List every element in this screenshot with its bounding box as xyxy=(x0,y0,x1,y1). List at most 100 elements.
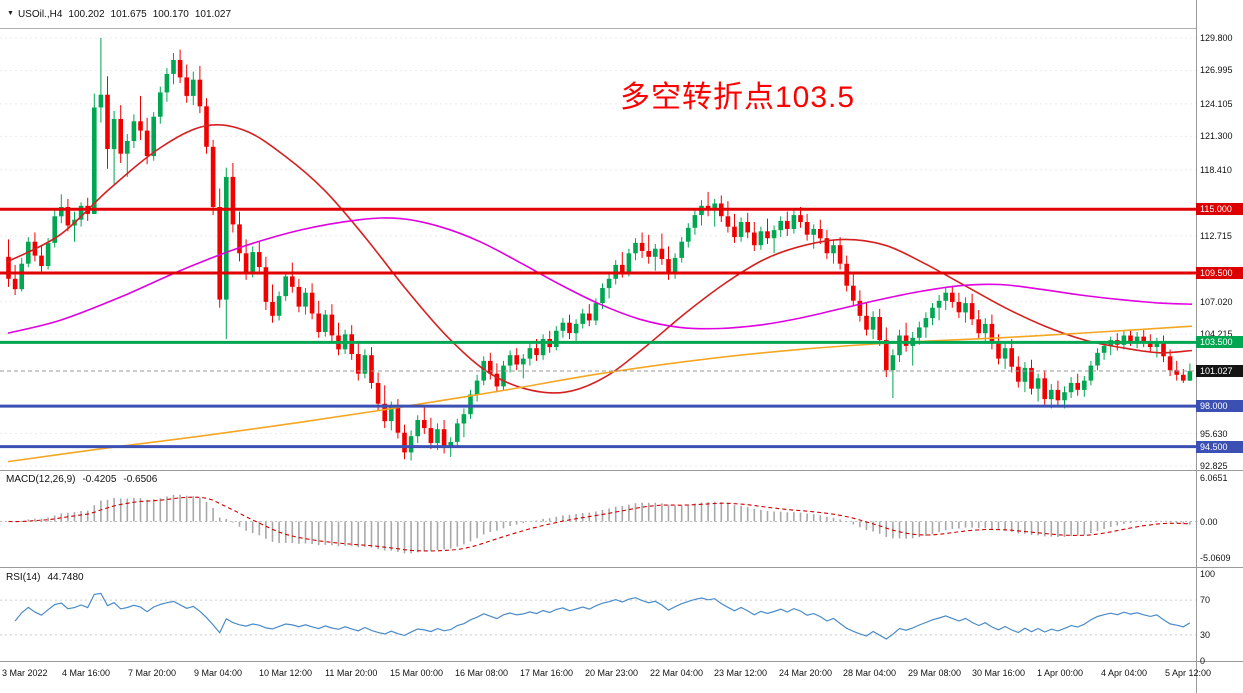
candle-body xyxy=(791,215,797,229)
candle-body xyxy=(1128,335,1133,342)
candle-body xyxy=(1187,371,1193,381)
candle-body xyxy=(653,248,658,257)
candle-body xyxy=(666,259,671,275)
candle-body xyxy=(593,303,599,321)
candle-body xyxy=(237,224,242,254)
candle-body xyxy=(349,334,354,354)
candle-body xyxy=(19,263,24,290)
candle-body xyxy=(963,303,968,313)
time-axis-label: 23 Mar 12:00 xyxy=(714,668,768,678)
candle-body xyxy=(1101,345,1107,353)
candle-body xyxy=(1095,352,1100,366)
candle-body xyxy=(1075,382,1080,390)
time-axis-label: 4 Mar 16:00 xyxy=(62,668,111,678)
candle-body xyxy=(778,220,783,231)
candle-body xyxy=(996,343,1001,359)
candle-body xyxy=(309,292,315,314)
chart-annotation[interactable]: 多空转折点103.5 xyxy=(620,81,856,114)
candle-body xyxy=(250,252,255,272)
candle-body xyxy=(52,216,57,243)
price-tick-label: 129.800 xyxy=(1200,33,1233,43)
macd-name: MACD(12,26,9) xyxy=(6,474,76,485)
candle-body xyxy=(646,251,651,257)
time-axis-label: 29 Mar 08:00 xyxy=(908,668,962,678)
ohlc-close: 101.027 xyxy=(194,9,232,20)
symbol-period-label: USOil.,H4 xyxy=(17,9,63,20)
price-gridlines xyxy=(0,37,1196,467)
rsi-name: RSI(14) xyxy=(6,572,41,583)
candle-body xyxy=(877,317,882,341)
candle-body xyxy=(1035,378,1041,389)
candles-series xyxy=(6,38,1193,461)
macd-main-value: -0.4205 xyxy=(82,474,117,485)
candle-body xyxy=(738,222,744,237)
price-tick-label: 92.825 xyxy=(1200,461,1228,471)
time-axis[interactable]: 3 Mar 2022 4 Mar 16:00 7 Mar 20:00 9 Mar 04… xyxy=(0,662,1211,693)
candle-body xyxy=(567,322,572,334)
candle-body xyxy=(224,176,229,300)
candle-body xyxy=(435,429,440,444)
time-axis-label: 17 Mar 16:00 xyxy=(520,668,574,678)
candle-body xyxy=(356,354,361,374)
candle-body xyxy=(1055,389,1061,401)
candle-body xyxy=(323,314,328,332)
candle-body xyxy=(191,79,196,96)
ohlc-open: 100.202 xyxy=(68,9,105,20)
candle-body xyxy=(39,255,44,266)
rsi-axis-label: 0 xyxy=(1200,656,1206,666)
candle-body xyxy=(573,323,579,334)
rsi-indicator-label: RSI(14) 44.7480 xyxy=(6,572,91,583)
macd-signal-line xyxy=(8,496,1190,552)
candle-body xyxy=(316,313,321,332)
macd-histogram xyxy=(14,494,1191,554)
candle-body xyxy=(243,253,249,272)
candle-body xyxy=(798,215,803,222)
time-axis-label: 11 Mar 20:00 xyxy=(325,668,378,678)
chart-marker-icon: ▼ xyxy=(7,10,14,17)
candle-body xyxy=(78,205,84,220)
candle-body xyxy=(488,360,493,374)
candle-body xyxy=(296,286,302,307)
candle-body xyxy=(818,229,823,239)
price-axis[interactable]: 129.800 126.995 124.105 121.300 118.410 112.7… xyxy=(1196,0,1243,693)
candle-body xyxy=(1002,348,1008,359)
candle-body xyxy=(1029,367,1034,389)
candle-body xyxy=(65,207,71,226)
candle-body xyxy=(1167,356,1173,371)
candle-body xyxy=(626,253,632,272)
candle-body xyxy=(164,73,170,93)
price-tick-label: 121.300 xyxy=(1200,131,1233,141)
candle-body xyxy=(501,365,506,387)
candle-body xyxy=(59,207,64,217)
candle-body xyxy=(1049,389,1054,400)
candle-body xyxy=(1082,380,1087,390)
candle-body xyxy=(1121,335,1127,345)
rsi-axis-label: 30 xyxy=(1200,630,1211,640)
candle-body xyxy=(930,307,935,319)
candle-body xyxy=(263,267,269,302)
candle-body xyxy=(474,380,480,395)
candle-body xyxy=(131,121,137,141)
price-badge-109.500: 109.500 xyxy=(1196,267,1243,279)
candle-body xyxy=(1181,374,1186,381)
ma-slow-orange xyxy=(7,325,1193,463)
candle-body xyxy=(587,313,592,321)
macd-axis-label: 6.0651 xyxy=(1200,473,1228,483)
time-axis-label: 22 Mar 04:00 xyxy=(650,668,704,678)
price-badge-98.000: 98.000 xyxy=(1196,400,1243,412)
candle-body xyxy=(600,288,605,303)
candle-body xyxy=(686,227,691,242)
candle-body xyxy=(692,215,698,228)
candle-body xyxy=(283,276,288,297)
candle-body xyxy=(1154,342,1160,347)
candle-body xyxy=(468,394,473,415)
candle-body xyxy=(375,382,381,404)
price-tick-label: 95.630 xyxy=(1200,429,1228,439)
candle-body xyxy=(125,141,130,154)
candle-body xyxy=(6,256,11,279)
ohlc-low: 100.170 xyxy=(152,9,189,20)
candle-body xyxy=(1148,342,1153,347)
candle-body xyxy=(204,106,209,147)
